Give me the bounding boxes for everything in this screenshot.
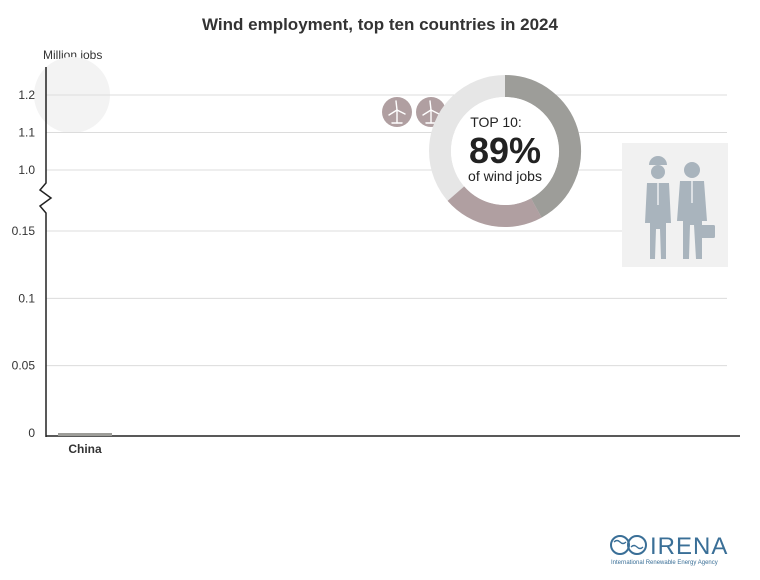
x-category-labels: China [68,442,102,456]
bars [58,433,112,436]
y-tick-label: 1.1 [18,126,35,140]
y-tick-label: 0.1 [18,291,35,305]
bar [58,433,112,436]
workers-icon [622,143,728,267]
top-ten-share-donut: TOP 10: 89% of wind jobs [429,75,581,227]
logo-tagline: International Renewable Energy Agency [611,560,718,566]
y-tick-label: 0.15 [12,224,36,238]
donut-segment-mauve [447,186,542,227]
y-axis-label: Million jobs [43,48,102,62]
donut-percent: 89% [469,130,541,171]
y-tick-label: 0 [28,426,35,440]
gridlines [46,94,727,367]
logo-name: IRENA [650,533,728,560]
y-tick-labels: 0 0.05 0.1 0.15 1.0 1.1 1.2 [12,88,36,440]
donut-label-top: TOP 10: [470,114,522,130]
x-category-label: China [68,442,102,456]
wind-turbine-icon [382,97,412,127]
y-tick-label: 1.0 [18,163,35,177]
donut-segment-dark [504,75,581,218]
chart-title: Wind employment, top ten countries in 20… [202,15,558,34]
y-axis-line [38,67,53,437]
donut-label-bottom: of wind jobs [468,168,542,184]
globe-icon [610,535,647,555]
irena-logo: IRENA International Renewable Energy Age… [610,533,728,566]
y-tick-label: 1.2 [18,88,35,102]
y-tick-label: 0.05 [12,359,36,373]
